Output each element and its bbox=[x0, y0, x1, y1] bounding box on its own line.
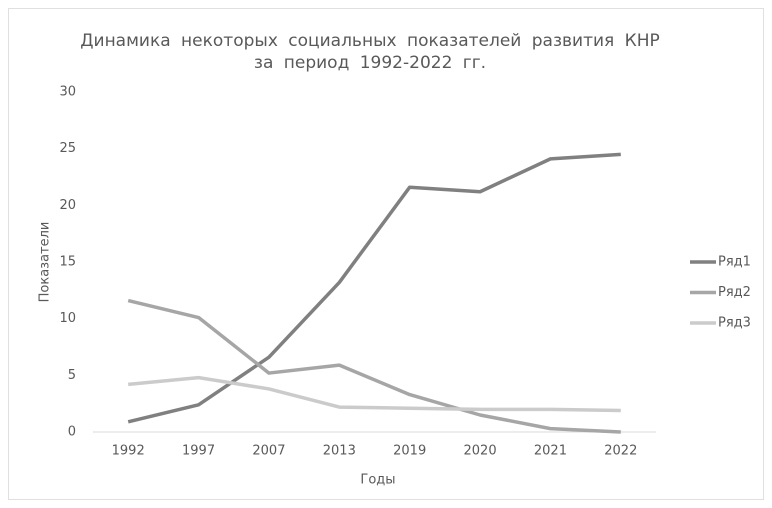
y-axis-label: Показатели bbox=[38, 222, 53, 303]
x-tick-label: 1992 bbox=[112, 444, 145, 459]
y-tick-label: 25 bbox=[59, 141, 76, 156]
y-tick-label: 15 bbox=[59, 255, 76, 270]
legend-label: Ряд2 bbox=[718, 285, 751, 300]
x-tick-label: 2019 bbox=[393, 444, 426, 459]
x-tick-label: 2020 bbox=[464, 444, 497, 459]
x-tick-label: 2007 bbox=[252, 444, 285, 459]
chart-title: Динамика некоторых социальных показателе… bbox=[80, 31, 660, 73]
legend-label: Ряд1 bbox=[718, 255, 751, 270]
y-tick-label: 10 bbox=[59, 311, 76, 326]
x-axis-label: Годы bbox=[360, 473, 395, 488]
y-tick-label: 0 bbox=[68, 425, 76, 440]
chart-border bbox=[8, 8, 764, 500]
legend-label: Ряд3 bbox=[718, 316, 751, 331]
x-tick-label: 2021 bbox=[534, 444, 567, 459]
y-tick-label: 30 bbox=[59, 85, 76, 100]
x-tick-label: 2022 bbox=[604, 444, 637, 459]
y-tick-label: 5 bbox=[68, 368, 76, 383]
series-line bbox=[128, 375, 621, 413]
series-line bbox=[127, 152, 621, 424]
x-tick-label: 1997 bbox=[182, 444, 215, 459]
y-tick-label: 20 bbox=[59, 198, 76, 213]
series-line bbox=[127, 298, 621, 434]
x-tick-label: 2013 bbox=[323, 444, 356, 459]
